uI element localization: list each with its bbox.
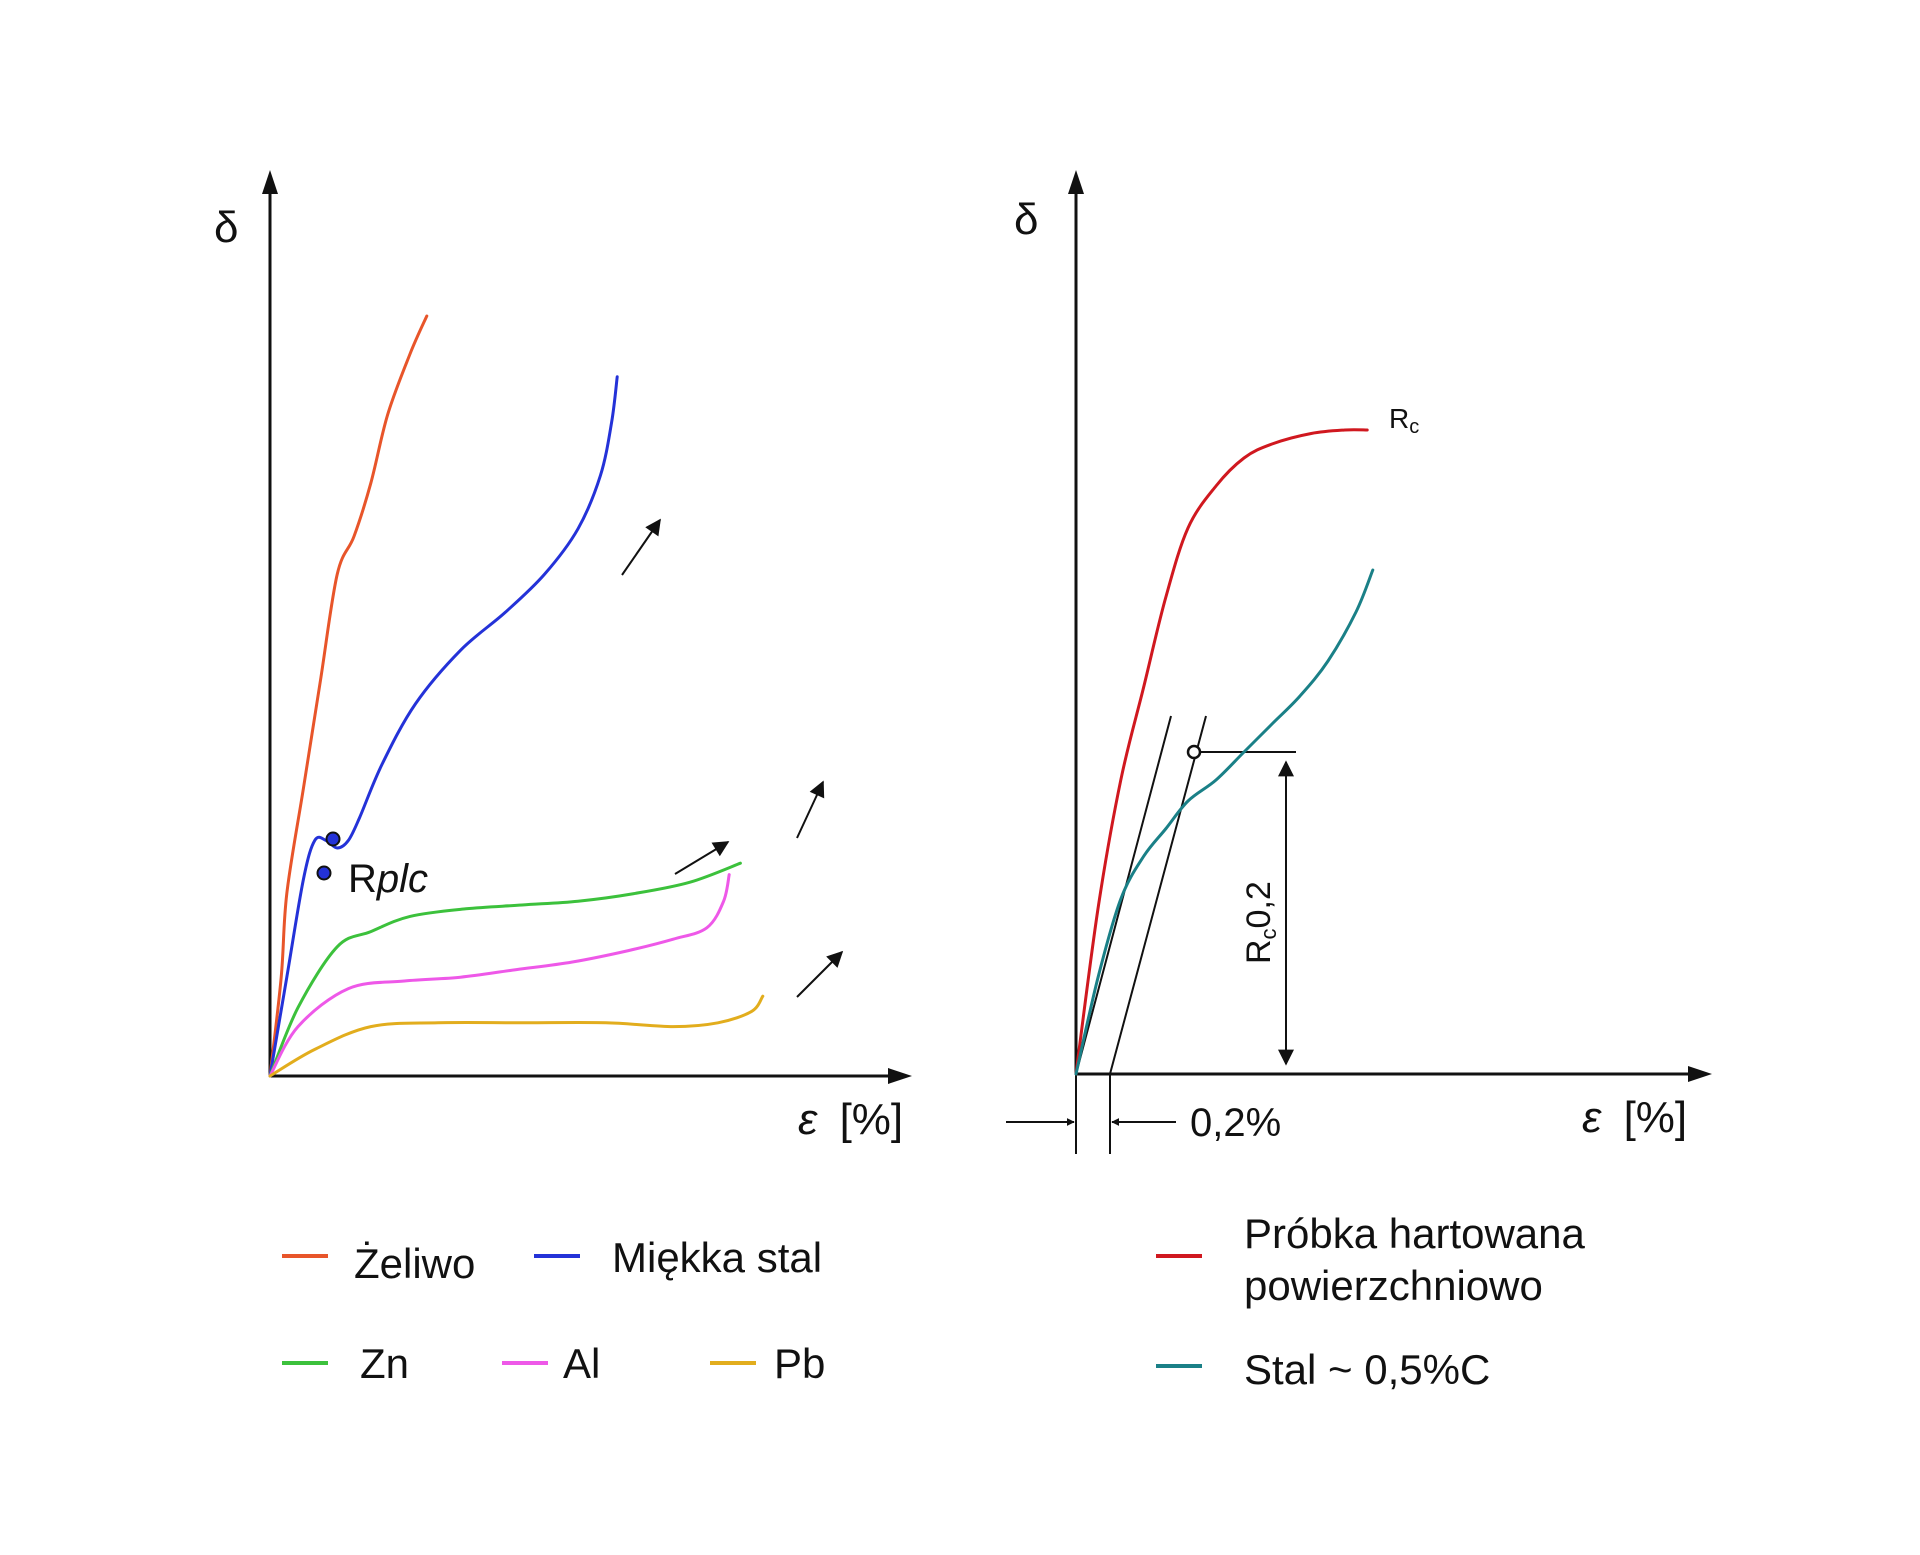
arrow-miekka-stal (621, 518, 661, 576)
rc02-label-main: R (1240, 939, 1278, 964)
right-x-axis-unit: [%] (1624, 1093, 1688, 1142)
right-y-axis-arrowhead (1068, 170, 1084, 194)
legend-item-zn: Zn (282, 1340, 409, 1387)
chart-left-stress-strain: δ ε [%] Rplc (214, 170, 912, 1144)
rplc-marker-lower (316, 865, 332, 881)
legend-item-miekka-stal: Miękka stal (534, 1234, 822, 1281)
series-zeliwo-line (268, 314, 429, 1078)
rplc-marker-upper (325, 831, 341, 847)
legend-item-probka-hartowana: Próbka hartowana powierzchniowo (1156, 1210, 1586, 1309)
rplc-label-italic: plc (376, 857, 428, 901)
series-pb-line (268, 994, 765, 1078)
legend-right: Próbka hartowana powierzchniowo Stal ~ 0… (1156, 1210, 1586, 1393)
right-x-axis-label: ε [%] (1582, 1093, 1687, 1142)
rc02-intersection-marker (1186, 744, 1202, 760)
rc-label-main: R (1389, 403, 1409, 434)
legend-item-zeliwo: Żeliwo (282, 1240, 475, 1287)
legend-item-al: Al (502, 1340, 600, 1387)
left-y-axis-label: δ (214, 203, 239, 252)
rc02-label-sub: c (1256, 928, 1281, 939)
rc02-label-rest: 0,2 (1240, 881, 1278, 928)
left-x-axis-arrowhead (888, 1068, 912, 1084)
rc-label: Rc (1389, 403, 1419, 438)
left-x-axis-symbol: ε (798, 1095, 818, 1144)
rc02-label: Rc0,2 (1240, 881, 1281, 964)
right-x-axis-symbol: ε (1582, 1093, 1602, 1142)
left-x-axis-label: ε [%] (798, 1095, 903, 1144)
legend-label-zeliwo: Żeliwo (354, 1240, 475, 1287)
legend-item-stal-05c: Stal ~ 0,5%C (1156, 1346, 1490, 1393)
legend-label-pb: Pb (774, 1340, 825, 1387)
arrow-pb (796, 950, 844, 998)
legend-label-miekka-stal: Miękka stal (612, 1234, 822, 1281)
left-x-axis-unit: [%] (840, 1095, 904, 1144)
offset-parallel-line (1109, 715, 1207, 1075)
chart-right-offset-yield: δ ε [%] 0,2% Rc0,2 Rc (1006, 170, 1712, 1154)
rplc-label: Rplc (348, 857, 428, 901)
rplc-label-prefix: R (348, 857, 377, 901)
legend-label-zn: Zn (360, 1340, 409, 1387)
arrow-zn (674, 841, 730, 875)
series-miekka-stal-line (268, 375, 619, 1078)
arrow-al (796, 780, 825, 839)
series-stal-05c-line (1074, 568, 1375, 1076)
series-probka-hartowana-line (1074, 428, 1369, 1076)
series-al-line (268, 873, 731, 1078)
legend-label-probka-hartowana-1: Próbka hartowana (1244, 1210, 1586, 1257)
left-y-axis-arrowhead (262, 170, 278, 194)
legend-label-probka-hartowana-2: powierzchniowo (1244, 1262, 1543, 1309)
right-x-axis-arrowhead (1688, 1066, 1712, 1082)
series-zn-line (268, 861, 742, 1078)
right-y-axis-label: δ (1014, 195, 1039, 244)
legend-left: Żeliwo Miękka stal Zn Al Pb (282, 1234, 825, 1387)
legend-item-pb: Pb (710, 1340, 825, 1387)
legend-label-stal-05c: Stal ~ 0,5%C (1244, 1346, 1490, 1393)
rc-label-sub: c (1409, 416, 1419, 438)
legend-label-al: Al (563, 1340, 600, 1387)
offset-label: 0,2% (1190, 1101, 1281, 1145)
